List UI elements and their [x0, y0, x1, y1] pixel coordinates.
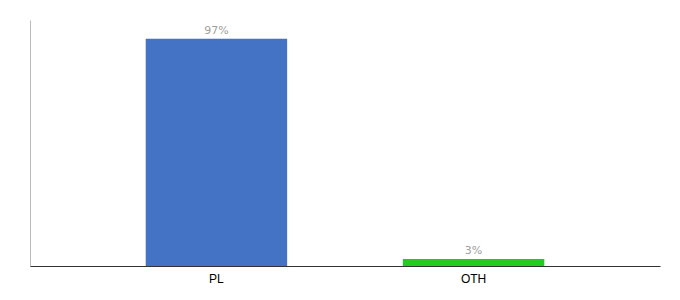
plot: PL OTH 97% 3% — [31, 21, 661, 286]
x-axis: PL OTH — [31, 266, 661, 286]
x-tick-label: OTH — [461, 272, 486, 286]
bar — [146, 39, 287, 266]
x-tick: OTH — [461, 266, 486, 286]
chart: PL OTH 97% 3% — [0, 0, 680, 300]
x-tick-label: PL — [209, 272, 224, 286]
data-labels: 97% 3% — [204, 24, 482, 257]
y-axis — [30, 21, 31, 267]
bar — [403, 259, 544, 266]
y-axis-line — [30, 21, 31, 267]
x-axis-line — [31, 266, 661, 267]
data-label: 97% — [204, 24, 228, 37]
x-tick: PL — [209, 266, 224, 286]
data-label: 3% — [465, 244, 482, 257]
bars — [146, 39, 545, 266]
